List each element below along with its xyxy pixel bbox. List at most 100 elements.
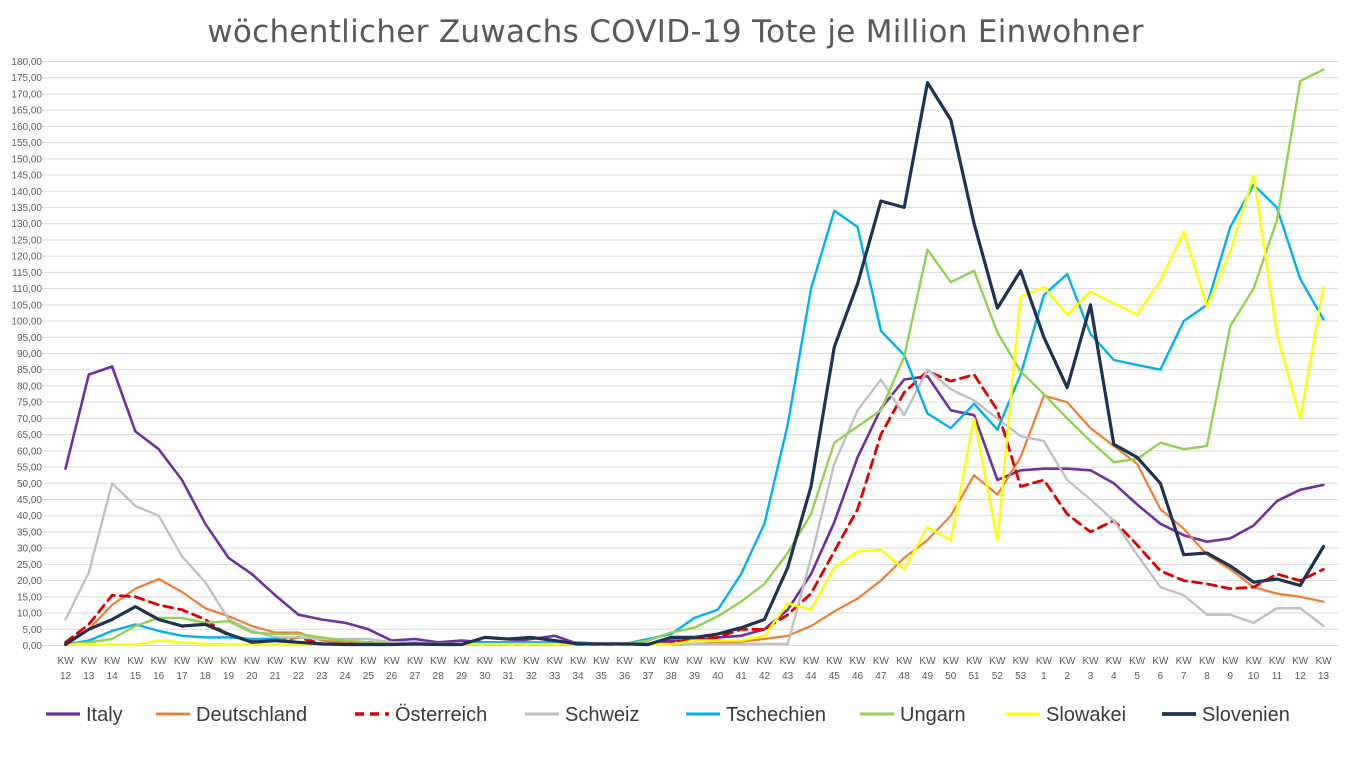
x-tick-label: 30: [479, 671, 491, 682]
x-tick-label-prefix: KW: [593, 656, 610, 667]
x-tick-label: 45: [829, 671, 841, 682]
y-tick-label: 145,00: [11, 171, 42, 182]
x-tick-label-prefix: KW: [127, 656, 144, 667]
x-tick-label-prefix: KW: [174, 656, 191, 667]
x-tick-label-prefix: KW: [756, 656, 773, 667]
y-tick-label: 50,00: [17, 479, 42, 490]
y-tick-label: 160,00: [11, 122, 42, 133]
x-tick-label: 13: [83, 671, 95, 682]
x-tick-label: 36: [619, 671, 631, 682]
x-tick-label: 26: [386, 671, 398, 682]
x-tick-label: 24: [339, 671, 351, 682]
y-tick-label: 45,00: [17, 495, 42, 506]
y-tick-label: 40,00: [17, 511, 42, 522]
x-tick-label-prefix: KW: [710, 656, 727, 667]
y-tick-label: 155,00: [11, 138, 42, 149]
legend-label: Slowakei: [1046, 704, 1126, 726]
legend-label: Italy: [86, 704, 123, 726]
x-tick-label-prefix: KW: [1013, 656, 1030, 667]
x-tick-label: 40: [712, 671, 724, 682]
series-line-slowakei: [64, 173, 1325, 646]
y-tick-label: 5,00: [23, 625, 43, 636]
x-tick-label-prefix: KW: [453, 656, 470, 667]
x-tick-label: 13: [1318, 671, 1330, 682]
x-tick-label: 18: [200, 671, 212, 682]
y-tick-label: 110,00: [12, 284, 42, 295]
x-tick-label-prefix: KW: [663, 656, 680, 667]
x-tick-label: 38: [666, 671, 678, 682]
y-tick-label: 10,00: [17, 609, 42, 620]
x-tick-label-prefix: KW: [943, 656, 960, 667]
series-line-schweiz: [64, 368, 1325, 646]
y-tick-label: 165,00: [11, 106, 42, 117]
x-axis-ticks: KW12KW13KW14KW15KW16KW17KW18KW19KW20KW21…: [57, 656, 1332, 682]
x-tick-label: 43: [782, 671, 794, 682]
x-tick-label-prefix: KW: [1129, 656, 1146, 667]
x-tick-label: 22: [293, 671, 305, 682]
x-tick-label: 12: [1295, 671, 1307, 682]
y-tick-label: 30,00: [17, 544, 42, 555]
x-tick-label-prefix: KW: [547, 656, 564, 667]
x-tick-label-prefix: KW: [1269, 656, 1286, 667]
y-tick-label: 100,00: [11, 317, 42, 328]
y-tick-label: 170,00: [11, 89, 42, 100]
x-tick-label: 3: [1088, 671, 1094, 682]
x-tick-label-prefix: KW: [1222, 656, 1239, 667]
x-tick-label: 29: [456, 671, 468, 682]
x-tick-label: 10: [1248, 671, 1260, 682]
x-tick-label: 23: [316, 671, 328, 682]
x-tick-label-prefix: KW: [384, 656, 401, 667]
legend-label: Schweiz: [565, 704, 639, 726]
x-tick-label: 8: [1204, 671, 1210, 682]
x-tick-label-prefix: KW: [570, 656, 587, 667]
x-tick-label: 37: [642, 671, 654, 682]
series-line-italy: [64, 365, 1325, 646]
y-tick-label: 0,00: [23, 641, 43, 652]
y-tick-label: 65,00: [17, 430, 42, 441]
x-tick-label: 44: [805, 671, 817, 682]
y-tick-label: 70,00: [17, 414, 42, 425]
x-tick-label: 6: [1158, 671, 1164, 682]
x-tick-label: 7: [1181, 671, 1187, 682]
x-tick-label: 50: [945, 671, 957, 682]
legend: Italy Deutschland Österreich Schweiz Tschech…: [46, 704, 1290, 726]
x-tick-label-prefix: KW: [314, 656, 331, 667]
series-line-ungarn: [64, 68, 1325, 646]
gridlines: [42, 61, 1338, 646]
series-line-deutschland: [64, 394, 1325, 646]
x-tick-label: 2: [1064, 671, 1070, 682]
legend-label: Deutschland: [196, 704, 307, 726]
x-tick-label-prefix: KW: [1176, 656, 1193, 667]
x-tick-label-prefix: KW: [826, 656, 843, 667]
x-tick-label: 49: [922, 671, 934, 682]
y-tick-label: 130,00: [11, 219, 42, 230]
y-tick-label: 85,00: [17, 365, 42, 376]
x-tick-label-prefix: KW: [267, 656, 284, 667]
legend-label: Österreich: [395, 704, 487, 726]
x-tick-label: 48: [899, 671, 911, 682]
x-tick-label-prefix: KW: [430, 656, 447, 667]
x-tick-label-prefix: KW: [966, 656, 983, 667]
y-tick-label: 140,00: [11, 187, 42, 198]
series-lines: [63, 68, 1326, 647]
x-tick-label: 42: [759, 671, 771, 682]
x-tick-label-prefix: KW: [57, 656, 74, 667]
x-tick-label-prefix: KW: [523, 656, 540, 667]
x-tick-label: 32: [526, 671, 538, 682]
y-tick-label: 75,00: [17, 398, 42, 409]
x-tick-label: 25: [363, 671, 375, 682]
x-tick-label-prefix: KW: [360, 656, 377, 667]
y-axis-ticks: 0,00 5,00 10,00 15,00 20,00 25,00 30,00 35,00 40…: [11, 57, 42, 652]
x-tick-label-prefix: KW: [1082, 656, 1099, 667]
y-tick-label: 180,00: [11, 57, 42, 68]
x-tick-label: 12: [60, 671, 72, 682]
x-tick-label-prefix: KW: [733, 656, 750, 667]
y-tick-label: 150,00: [11, 154, 42, 165]
x-tick-label-prefix: KW: [1059, 656, 1076, 667]
x-tick-label-prefix: KW: [197, 656, 214, 667]
x-tick-label-prefix: KW: [337, 656, 354, 667]
x-tick-label-prefix: KW: [850, 656, 867, 667]
y-tick-label: 120,00: [11, 252, 42, 263]
x-tick-label-prefix: KW: [221, 656, 238, 667]
